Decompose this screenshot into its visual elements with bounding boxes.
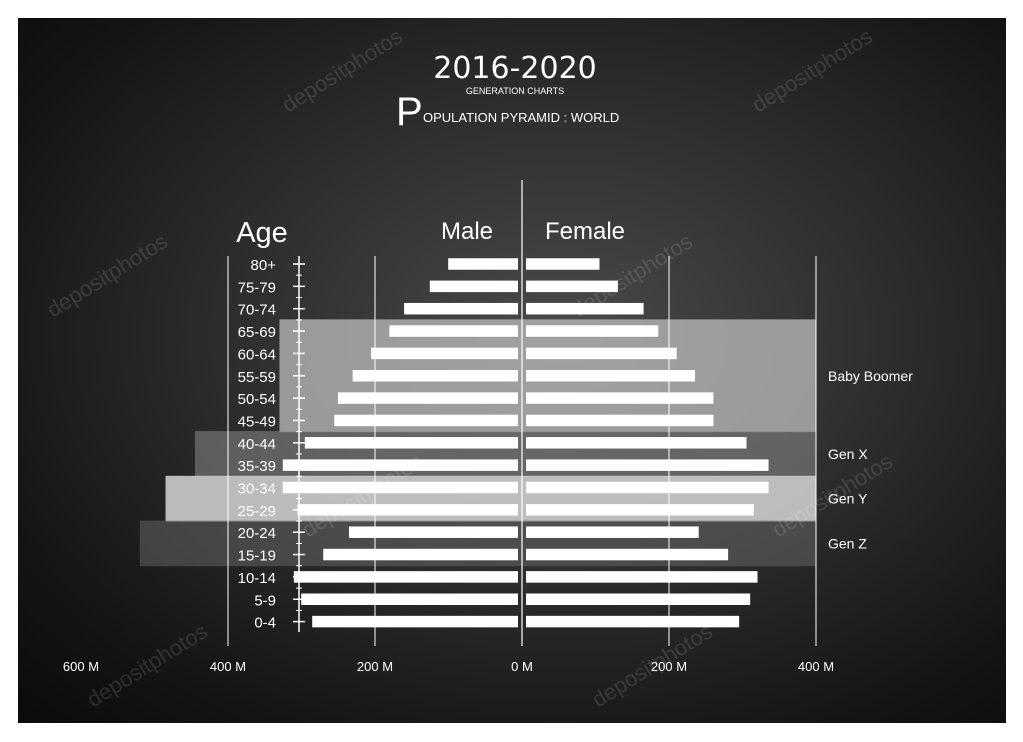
x-tick-label: 0 M	[511, 659, 533, 674]
chart-title-initial: P	[396, 90, 423, 134]
female-bar	[526, 325, 659, 337]
age-tick-label: 25-29	[238, 503, 276, 520]
male-bar	[429, 280, 518, 293]
male-bar	[282, 481, 518, 494]
generation-label: Gen X	[828, 446, 868, 462]
female-bar	[526, 593, 751, 605]
age-tick-label: 20-24	[238, 525, 276, 542]
watermark-text: depositphotos	[277, 23, 406, 117]
female-bar	[526, 437, 747, 449]
population-pyramid-chart: 2016-2020 GENERATION CHARTS P OPULATION …	[42, 23, 913, 712]
generation-label: Baby Boomer	[828, 368, 913, 384]
watermark-text: depositphotos	[587, 618, 716, 712]
male-bar	[301, 593, 518, 605]
male-bar	[304, 437, 518, 449]
age-axis-title: Age	[236, 217, 288, 249]
x-tick-label: 400 M	[798, 659, 834, 674]
age-tick-label: 55-59	[238, 369, 276, 386]
watermark-text: depositphotos	[747, 23, 876, 117]
age-tick-label: 0-4	[254, 615, 276, 632]
age-tick-label: 35-39	[238, 458, 276, 475]
male-bar	[448, 258, 518, 270]
male-header: Male	[441, 218, 493, 245]
age-tick-label: 40-44	[238, 436, 276, 453]
male-bar	[293, 571, 518, 583]
male-bar	[334, 414, 518, 427]
chalkboard-background: 2016-2020 GENERATION CHARTS P OPULATION …	[18, 18, 1006, 723]
male-bar	[348, 526, 518, 538]
female-bar	[526, 526, 699, 538]
age-axis	[293, 256, 305, 632]
generation-label: Gen Z	[828, 535, 867, 551]
female-bar	[526, 548, 729, 561]
age-tick-label: 65-69	[238, 324, 276, 341]
watermark-text: depositphotos	[82, 618, 211, 712]
x-tick-label: 200 M	[357, 659, 393, 674]
generation-label: Gen Y	[828, 491, 868, 507]
male-bar	[389, 325, 518, 337]
watermark-text: depositphotos	[42, 228, 171, 322]
age-tick-label: 10-14	[238, 570, 276, 587]
age-tick-label: 80+	[251, 257, 277, 274]
chart-title: OPULATION PYRAMID : WORLD	[423, 110, 619, 125]
male-bar	[337, 392, 518, 404]
male-bar	[282, 459, 518, 471]
female-bar	[526, 347, 677, 360]
female-bar	[526, 258, 600, 270]
age-tick-label: 60-64	[238, 346, 276, 363]
x-tick-label: 200 M	[651, 659, 687, 674]
x-tick-label: 400 M	[210, 659, 246, 674]
chart-subtitle: GENERATION CHARTS	[466, 86, 564, 96]
chart-year: 2016-2020	[433, 51, 597, 86]
male-bar	[404, 302, 518, 315]
female-bar	[526, 571, 758, 583]
female-bar	[526, 302, 644, 315]
male-bar	[323, 548, 518, 561]
age-tick-label: 75-79	[238, 279, 276, 296]
female-bar	[526, 392, 714, 404]
bars-group	[282, 258, 769, 628]
age-tick-label: 50-54	[238, 391, 276, 408]
female-bar	[526, 370, 696, 382]
age-tick-label: 70-74	[238, 302, 276, 319]
female-bar	[526, 504, 754, 516]
female-bar	[526, 615, 740, 628]
male-bar	[312, 615, 518, 628]
male-bar	[297, 504, 518, 516]
age-tick-label: 5-9	[254, 592, 276, 609]
female-bar	[526, 459, 769, 471]
female-bar	[526, 481, 769, 494]
female-bar	[526, 280, 618, 293]
female-bar	[526, 414, 714, 427]
male-bar	[371, 347, 518, 360]
female-header: Female	[545, 218, 625, 245]
age-tick-label: 30-34	[238, 481, 276, 498]
x-tick-label: 600 M	[63, 659, 99, 674]
age-tick-label: 15-19	[238, 548, 276, 565]
male-bar	[352, 370, 518, 382]
age-tick-label: 45-49	[238, 413, 276, 430]
